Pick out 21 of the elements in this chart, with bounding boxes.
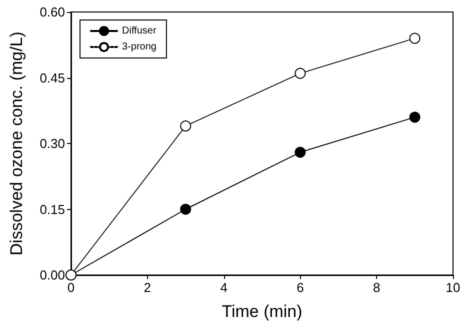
x-tick-label: 10 [446, 280, 460, 295]
x-tick-label: 6 [296, 280, 304, 295]
y-axis-title: Dissolved ozone conc. (mg/L) [7, 32, 26, 256]
legend-label: 3-prong [122, 42, 156, 52]
y-tick-label: 0.15 [40, 202, 65, 217]
x-tick-label: 2 [144, 280, 152, 295]
y-tick-label: 0.60 [40, 4, 65, 20]
x-tick-label: 4 [220, 280, 228, 295]
point [409, 112, 420, 123]
y-tick-label: 0.30 [40, 136, 65, 151]
x-tick-label: 0 [67, 280, 75, 295]
x-tick-label: 8 [372, 280, 380, 295]
point [294, 68, 306, 79]
y-tick-label: 0.45 [40, 70, 65, 86]
point [180, 204, 192, 215]
y-tick-label: 0.00 [40, 268, 65, 282]
x-axis-title: Time (min) [222, 302, 302, 321]
legend-label: Diffuser [122, 26, 157, 36]
point [409, 32, 420, 44]
point [180, 120, 192, 132]
point [294, 146, 306, 158]
